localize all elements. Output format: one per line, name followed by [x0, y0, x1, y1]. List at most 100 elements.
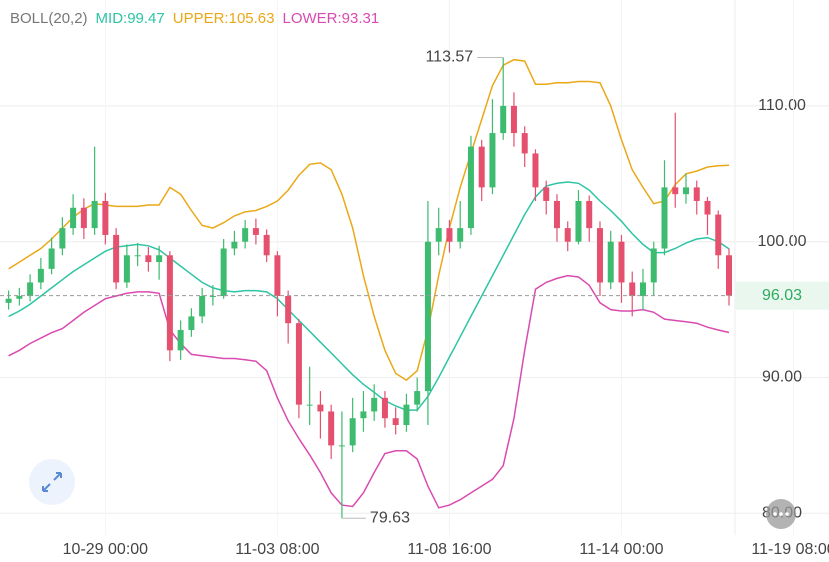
- candle-body: [102, 200, 109, 235]
- candle-body: [360, 411, 367, 419]
- y-tick-label: 110.00: [758, 97, 806, 114]
- candle-body: [715, 214, 722, 256]
- indicator-title: BOLL(20,2): [10, 10, 88, 27]
- candle-body: [37, 268, 44, 283]
- candle-body: [285, 296, 292, 324]
- candle-body: [48, 248, 55, 269]
- legend: BOLL(20,2) MID:99.47 UPPER:105.63 LOWER:93…: [10, 10, 379, 27]
- x-tick-label: 11-19 08:00: [751, 541, 829, 558]
- expand-icon[interactable]: [42, 472, 62, 492]
- candle-body: [596, 228, 603, 283]
- candle-body: [446, 228, 453, 242]
- x-tick-label: 10-29 00:00: [63, 541, 149, 558]
- candle-body: [16, 296, 23, 299]
- candle-body: [414, 391, 421, 405]
- candle-body: [134, 255, 141, 257]
- x-tick-label: 11-14 00:00: [579, 541, 663, 558]
- candle-body: [145, 255, 152, 263]
- candle-body: [91, 200, 98, 229]
- candle-body: [220, 248, 227, 297]
- candle-body: [252, 228, 259, 235]
- candle-body: [521, 133, 528, 154]
- candle-body: [510, 105, 517, 134]
- candle-body: [403, 404, 410, 426]
- candle-body: [607, 241, 614, 283]
- candle-body: [263, 234, 270, 256]
- candle-body: [70, 207, 77, 229]
- candle-body: [209, 296, 216, 298]
- candle-body: [489, 133, 496, 188]
- candle-body: [123, 255, 130, 283]
- band-line: [8, 274, 730, 509]
- candle-body: [5, 298, 12, 303]
- candle-body: [349, 418, 356, 446]
- candle-body: [381, 397, 388, 419]
- candle-body: [726, 255, 733, 296]
- candle-body: [575, 200, 582, 242]
- candle-body: [242, 228, 249, 242]
- last-price-label: 96.03: [762, 287, 802, 304]
- candle-body: [328, 411, 335, 446]
- band-line: [8, 181, 730, 411]
- more-dot[interactable]: [779, 512, 783, 516]
- candle-body: [435, 228, 442, 242]
- candle-body: [693, 187, 700, 201]
- more-button[interactable]: [766, 499, 796, 529]
- legend-entry: MID:99.47: [96, 10, 165, 27]
- candle-body: [80, 207, 87, 229]
- candle-body: [59, 228, 66, 249]
- candle-body: [532, 153, 539, 188]
- candle-body: [467, 146, 474, 229]
- candles: [5, 57, 733, 519]
- overlay: 113.57 79.63 96.03: [0, 49, 829, 527]
- candle-body: [177, 329, 184, 351]
- candle-body: [564, 228, 571, 242]
- candle-body: [500, 105, 507, 134]
- candle-body: [199, 296, 206, 317]
- candle-body: [295, 323, 302, 405]
- candle-body: [371, 397, 378, 412]
- candle-body: [27, 282, 34, 297]
- max-label: 113.57: [425, 49, 473, 66]
- legend-entry: LOWER:93.31: [282, 10, 379, 27]
- more-dot[interactable]: [785, 512, 789, 516]
- candle-body: [231, 241, 238, 249]
- candle-body: [650, 248, 657, 283]
- x-tick-label: 11-08 16:00: [407, 541, 491, 558]
- candle-body: [618, 241, 625, 283]
- band-line: [8, 58, 730, 382]
- candle-body: [457, 228, 464, 242]
- x-tick-label: 11-03 08:00: [235, 541, 319, 558]
- candle-body: [553, 200, 560, 229]
- candle-body: [392, 418, 399, 426]
- candle-body: [704, 200, 711, 215]
- candle-body: [682, 187, 689, 195]
- candle-body: [188, 316, 195, 330]
- candle-body: [424, 241, 431, 392]
- last-price-box: [735, 281, 829, 310]
- candle-body: [317, 404, 324, 412]
- expand-circle[interactable]: [29, 459, 75, 505]
- y-tick-label: 100.00: [758, 233, 807, 250]
- candle-body: [306, 404, 313, 406]
- candle-body: [113, 234, 120, 283]
- candle-body: [543, 187, 550, 201]
- legend-entry: UPPER:105.63: [173, 10, 275, 27]
- candle-body: [338, 445, 345, 447]
- candle-body: [661, 187, 668, 249]
- candle-body: [672, 187, 679, 195]
- candle-body: [629, 282, 636, 297]
- candle-body: [478, 146, 485, 188]
- bands: [8, 58, 730, 509]
- candle-body: [586, 200, 593, 229]
- candle-body: [274, 255, 281, 297]
- more-dot[interactable]: [773, 512, 777, 516]
- expand-button[interactable]: [29, 459, 75, 505]
- min-label: 79.63: [370, 510, 410, 527]
- y-tick-label: 90.00: [762, 369, 802, 386]
- candle-body: [166, 255, 173, 351]
- candle-body: [639, 282, 646, 297]
- candle-body: [156, 255, 163, 263]
